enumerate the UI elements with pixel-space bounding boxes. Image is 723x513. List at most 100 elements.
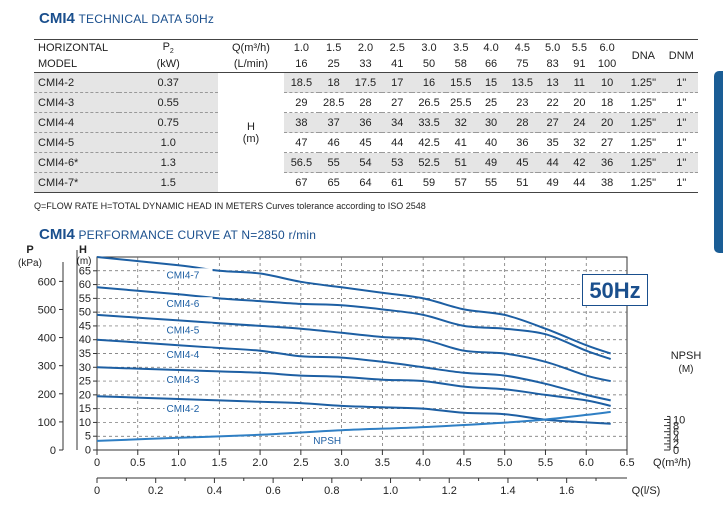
row-head-value: 26.5: [412, 92, 446, 113]
h-axis-tick-label: 60: [79, 279, 91, 291]
row-dnm: 1": [664, 132, 698, 153]
row-head-value: 53: [382, 152, 413, 173]
row-head-value: 49: [475, 152, 507, 173]
h-unit-cell: H (m): [217, 72, 285, 193]
row-head-value: 13: [538, 72, 567, 93]
h-axis-tick-label: 10: [79, 417, 91, 429]
x2-axis-tick-label: 0.6: [265, 485, 280, 497]
h-axis-tick-label: 40: [79, 334, 91, 346]
row-head-value: 47: [284, 132, 319, 153]
x2-axis-tick-label: 0: [94, 485, 100, 497]
h-axis-tick-label: 20: [79, 389, 91, 401]
h-axis-unit: (m): [77, 256, 92, 267]
row-head-value: 24: [566, 112, 592, 133]
row-head-value: 45: [348, 132, 383, 153]
row-dnm: 1": [664, 172, 698, 193]
x-axis-tick-label: 1.0: [171, 457, 186, 469]
row-head-value: 23: [506, 92, 539, 113]
npsh-axis-unit: (M): [679, 364, 694, 375]
x-axis-tick-label: 3.5: [375, 457, 390, 469]
h-axis-tick-label: 55: [79, 293, 91, 305]
row-head-value: 44: [382, 132, 413, 153]
row-head-value: 36: [506, 132, 539, 153]
x2-axis-tick-label: 1.2: [442, 485, 457, 497]
row-head-value: 32: [445, 112, 476, 133]
curve-cmi4-6: [96, 286, 612, 360]
row-head-value: 42: [566, 152, 592, 173]
row-head-value: 15: [475, 72, 507, 93]
row-head-value: 27: [591, 132, 623, 153]
table-row: CMI4-3 0.55 29 28.5 28 27 26.5 25.5 25 23 22 20 18 1.…: [34, 92, 698, 113]
table-row: CMI4-7* 1.5 67 65 64 61 59 57 55 51 49 44 38 1.25" 1": [34, 172, 698, 193]
curve-model-name: CMI4: [39, 226, 75, 243]
x-axis-tick-label: 6.5: [619, 457, 634, 469]
curve-title: CMI4 PERFORMANCE CURVE AT N=2850 r/min: [39, 226, 316, 243]
header-q-m3h-7: 4.0: [475, 39, 507, 56]
row-model: CMI4-3: [34, 92, 119, 113]
curve-label-bg: [164, 401, 213, 414]
row-head-value: 44: [538, 152, 567, 173]
kpa-axis-tick-label: 100: [38, 417, 56, 429]
header-q-m3h-1: 1.0: [284, 39, 319, 56]
header-q-m3h-8: 4.5: [506, 39, 539, 56]
row-head-value: 10: [591, 72, 623, 93]
row-head-value: 28.5: [318, 92, 349, 113]
row-head-value: 36: [348, 112, 383, 133]
x-axis-title: Q(m³/h): [653, 457, 691, 469]
row-head-value: 30: [475, 112, 507, 133]
x-axis-tick-label: 0.5: [130, 457, 145, 469]
header-q-lmin-2: 25: [318, 56, 349, 73]
h-axis-tick-label: 50: [79, 307, 91, 319]
x-axis-tick-label: 4.5: [456, 457, 471, 469]
row-p2: 0.37: [118, 72, 218, 93]
header-q-m3h-11: 6.0: [591, 39, 623, 56]
row-head-value: 36: [591, 152, 623, 173]
row-dna: 1.25": [622, 152, 665, 173]
x-axis-tick-label: 3.0: [334, 457, 349, 469]
curve-label: CMI4-2: [167, 404, 200, 415]
curve-cmi4-4: [96, 338, 611, 402]
header-q-lmin-4: 41: [382, 56, 413, 73]
header-q-lmin-label: (L/min): [217, 56, 285, 73]
table-footnote: Q=FLOW RATE H=TOTAL DYNAMIC HEAD IN METE…: [34, 201, 426, 211]
x-axis-tick-label: 2.5: [293, 457, 308, 469]
row-head-value: 51: [506, 172, 539, 193]
row-dna: 1.25": [622, 112, 665, 133]
row-dnm: 1": [664, 152, 698, 173]
header-dnm: DNM: [664, 39, 698, 73]
row-dna: 1.25": [622, 72, 665, 93]
tech-model-name: CMI4: [39, 10, 75, 27]
x2-axis-tick-label: 1.0: [383, 485, 398, 497]
curve-cmi4-7: [96, 256, 612, 355]
h-axis-title: H: [79, 244, 87, 256]
header-q-lmin-1: 16: [284, 56, 319, 73]
x-axis-tick-label: 6.0: [579, 457, 594, 469]
h-axis-tick-label: 30: [79, 362, 91, 374]
npsh-axis-tick-label: 8: [673, 421, 679, 433]
h-label: H: [246, 120, 255, 133]
header-dna: DNA: [622, 39, 665, 73]
table-header-row-1: HORIZONTAL P2 Q(m³/h) 1.0 1.5 2.0 2.5 3.…: [34, 39, 698, 73]
x2-axis-tick-label: 0.8: [324, 485, 339, 497]
npsh-curve: [96, 410, 611, 442]
kpa-axis-tick-label: 600: [38, 276, 56, 288]
row-p2: 1.0: [118, 132, 218, 153]
x2-axis-title: Q(l/S): [632, 485, 661, 497]
frequency-badge: 50Hz: [582, 274, 648, 306]
npsh-label: NPSH: [313, 436, 341, 447]
x2-axis-tick-label: 0.2: [148, 485, 163, 497]
row-head-value: 25: [475, 92, 507, 113]
h-unit: (m): [242, 132, 260, 145]
curve-cmi4-5: [96, 313, 611, 383]
row-head-value: 22: [538, 92, 567, 113]
table-row: CMI4-6* 1.3 56.5 55 54 53 52.5 51 49 45 44 42 36 1.25…: [34, 152, 698, 173]
row-head-value: 44: [566, 172, 592, 193]
row-p2: 1.3: [118, 152, 218, 173]
technical-data-table: HORIZONTAL P2 Q(m³/h) 1.0 1.5 2.0 2.5 3.…: [34, 39, 698, 193]
row-head-value: 18: [591, 92, 623, 113]
row-head-value: 33.5: [412, 112, 446, 133]
header-q-lmin-5: 50: [412, 56, 446, 73]
row-head-value: 40: [475, 132, 507, 153]
row-dnm: 1": [664, 112, 698, 133]
